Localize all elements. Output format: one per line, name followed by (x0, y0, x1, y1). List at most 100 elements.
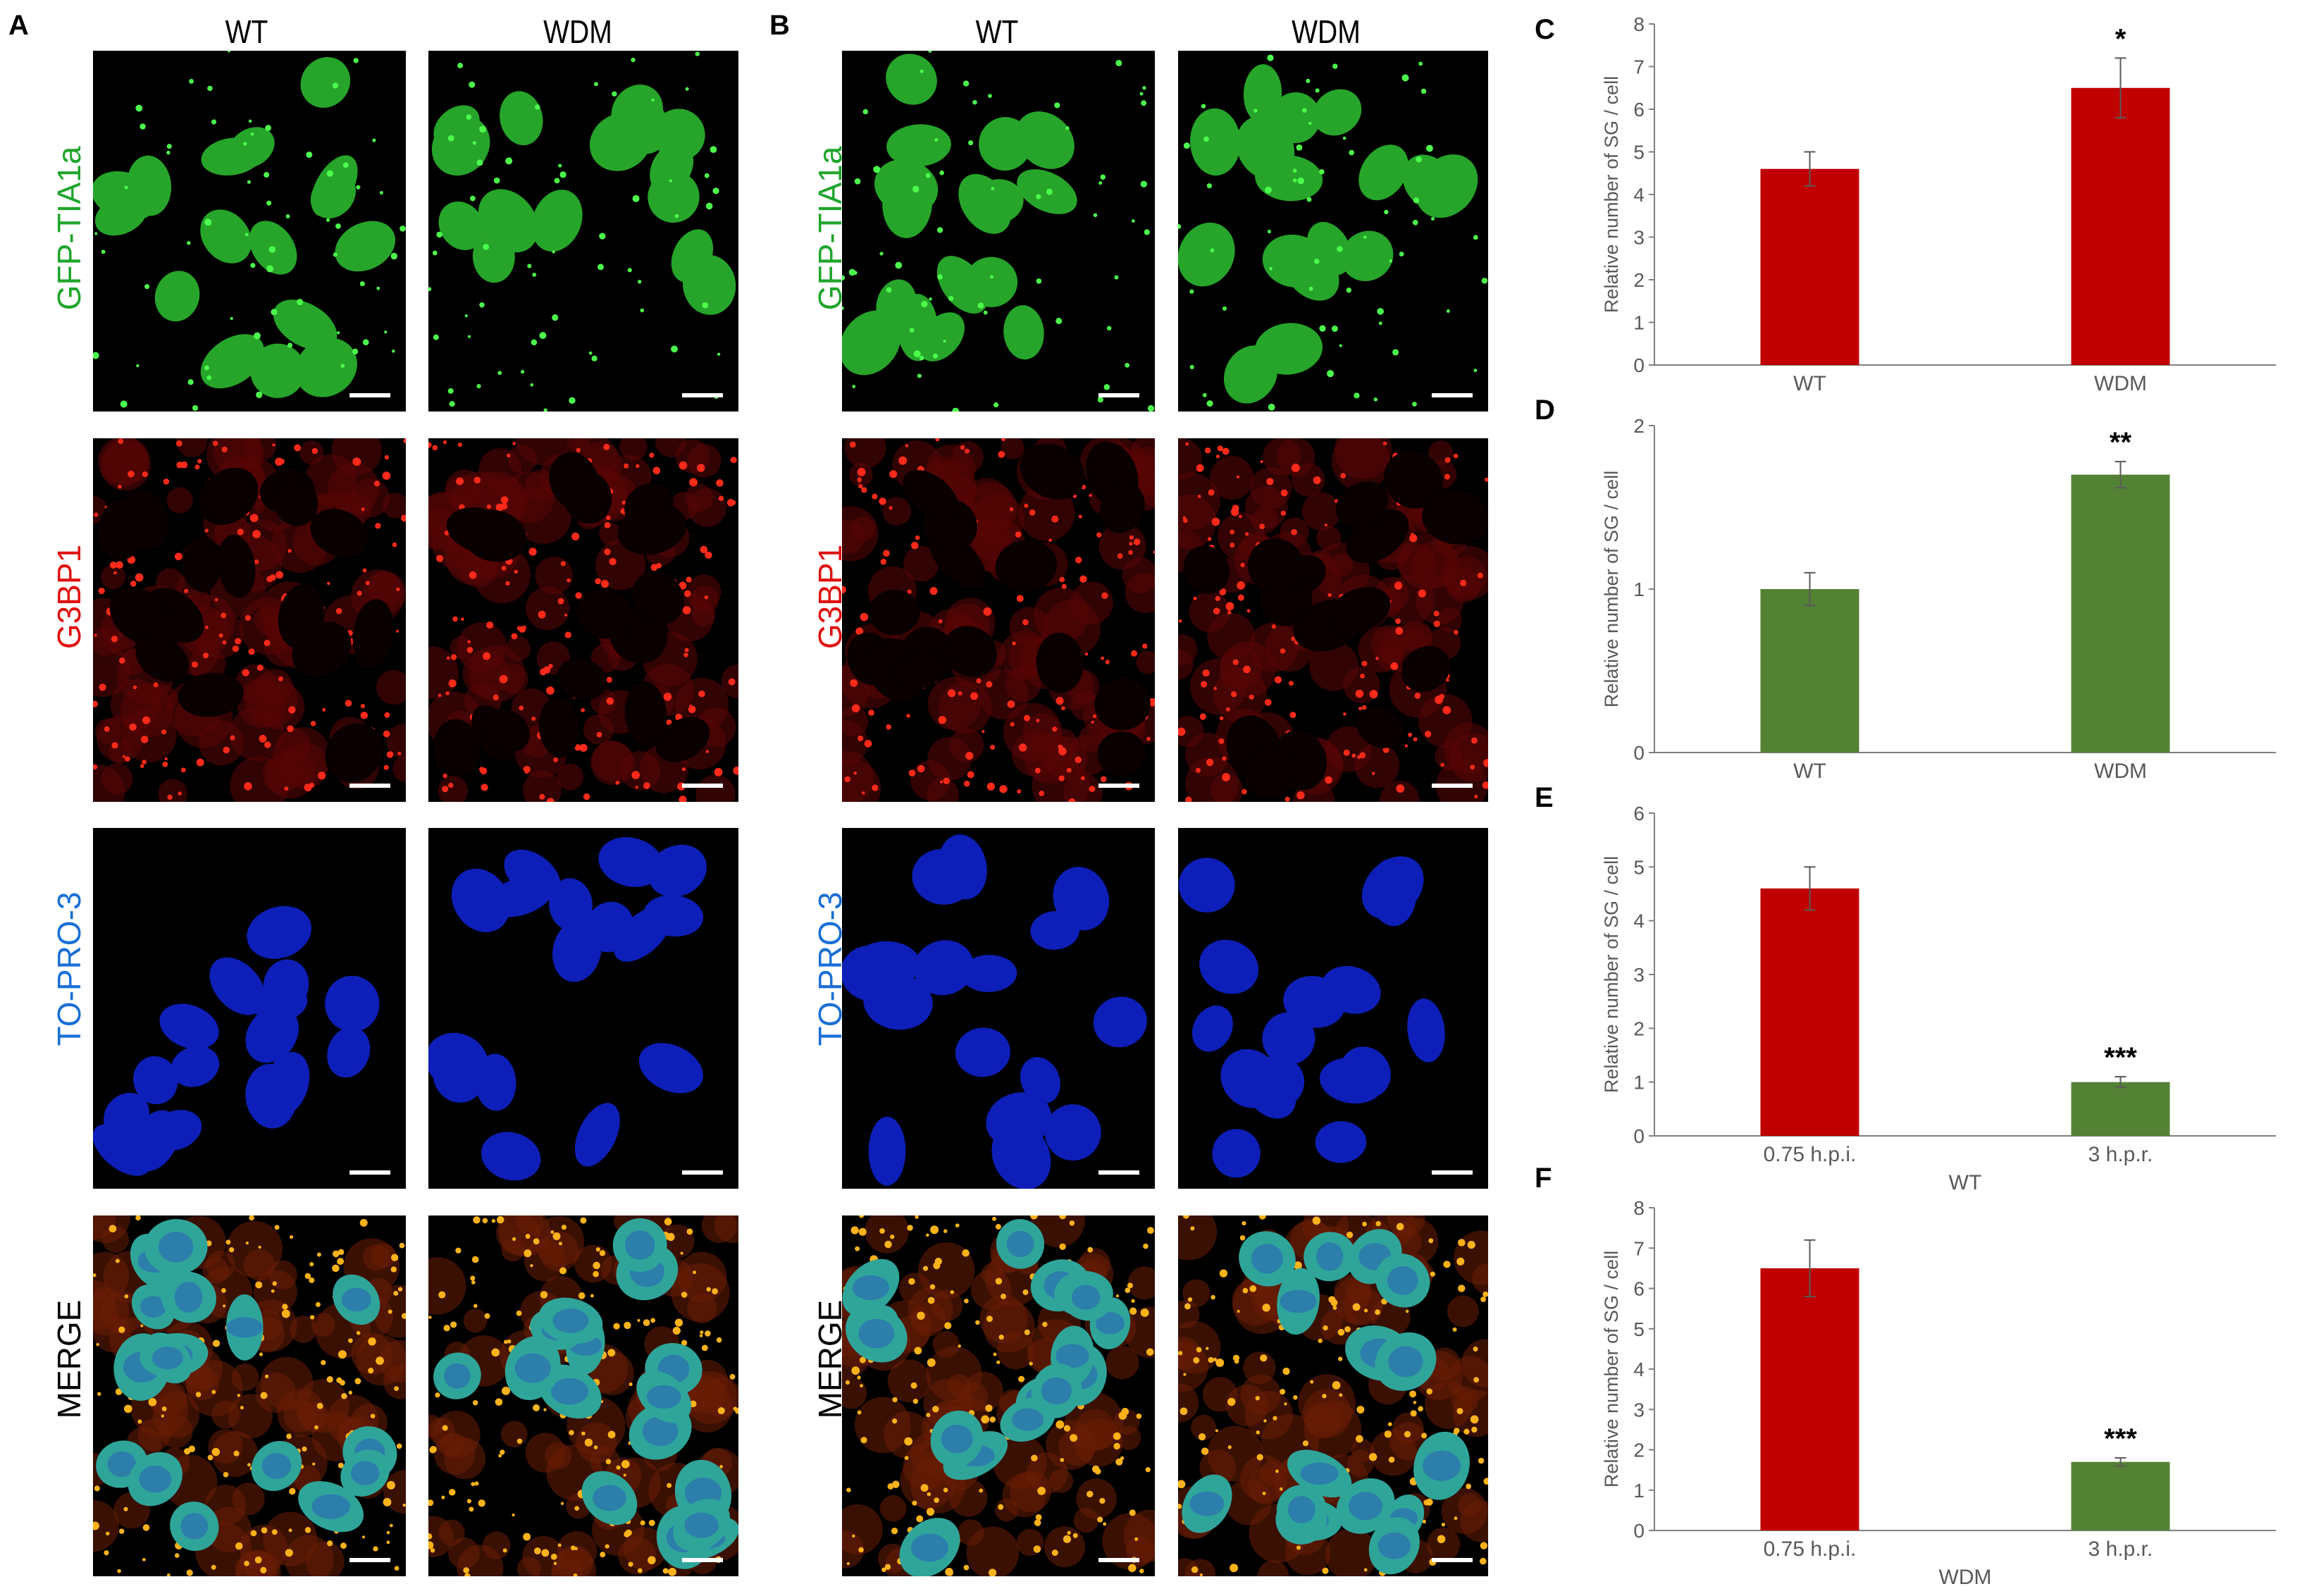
scale-bar (1098, 1170, 1139, 1175)
micrograph-green-b-wt (842, 51, 1155, 412)
y-axis-label: Relative number of SG / cell (1601, 856, 1622, 1093)
chart-svg: 0 1 2 3 4 5 6 Relative number of SG / cell 0.75 … (1601, 803, 2276, 1194)
micrograph-merge-a-wdm (428, 1215, 738, 1576)
y-tick-label: 5 (1633, 142, 1645, 163)
micrograph-red-b-wdm (1178, 438, 1488, 802)
chart-f: 0 1 2 3 4 5 6 7 8 Relative number of SG / cell 0.7… (1578, 1197, 2283, 1592)
y-tick-label: 0 (1633, 354, 1645, 376)
micrograph-blue-b-wdm (1178, 828, 1488, 1189)
y-tick-label: 1 (1633, 579, 1645, 600)
x-axis-label: WT (1949, 1171, 1982, 1194)
scale-bar (682, 1170, 723, 1175)
significance-marker: *** (2104, 1042, 2137, 1073)
y-tick-label: 7 (1633, 1237, 1645, 1259)
column-header-wt-a: WT (225, 13, 268, 50)
y-tick-label: 1 (1633, 312, 1645, 334)
y-tick-label: 1 (1633, 1480, 1645, 1502)
scale-bar (1098, 1558, 1139, 1562)
row-label-merge-a: MERGE (51, 1299, 87, 1419)
x-tick-label: WDM (2094, 372, 2147, 395)
y-tick-label: 6 (1633, 1278, 1645, 1300)
micrograph-merge-a-wt (93, 1215, 406, 1576)
y-tick-label: 4 (1633, 184, 1645, 206)
micrograph-red-a-wdm (428, 438, 738, 802)
bar-3hpr (2071, 1082, 2170, 1136)
scale-bar (682, 393, 723, 397)
scale-bar (1432, 1558, 1473, 1562)
y-tick-label: 8 (1633, 1197, 1645, 1219)
y-tick-label: 3 (1633, 227, 1645, 249)
y-tick-label: 5 (1633, 1318, 1645, 1340)
y-tick-label: 6 (1633, 803, 1645, 824)
bar-wt (1760, 589, 1859, 753)
micrograph-blue-a-wt (93, 828, 406, 1189)
x-tick-label: 3 h.p.r. (2088, 1538, 2153, 1561)
bar-wt (1760, 168, 1859, 365)
significance-marker: *** (2104, 1423, 2137, 1454)
panel-letter-f: F (1535, 1163, 1552, 1194)
column-header-wdm-a: WDM (543, 13, 612, 50)
panel-letter-d: D (1535, 395, 1555, 426)
x-tick-label: WDM (2094, 760, 2147, 783)
micrograph-blue-b-wt (842, 828, 1155, 1189)
micrograph-red-b-wt (842, 438, 1155, 802)
y-tick-label: 6 (1633, 99, 1645, 120)
scale-bar (349, 1170, 390, 1175)
panel-letter-b: B (769, 10, 790, 41)
scale-bar (349, 784, 390, 788)
scale-bar (682, 784, 723, 788)
scale-bar (1098, 784, 1139, 788)
x-axis-label: WDM (1939, 1566, 1992, 1589)
y-tick-label: 2 (1633, 1440, 1645, 1461)
row-label-topro-a: TO-PRO-3 (51, 891, 87, 1046)
x-tick-label: 0.75 h.p.i. (1764, 1143, 1857, 1166)
bar-wdm (2071, 474, 2170, 753)
y-tick-label: 0 (1633, 1520, 1645, 1542)
panel-letter-a: A (8, 10, 29, 41)
row-label-gfp-a: GFP-TIA1a (51, 146, 87, 311)
chart-c: 0 1 2 3 4 5 6 7 8 Relative number of SG / cell WT *… (1578, 13, 2283, 409)
y-tick-label: 2 (1633, 1017, 1645, 1039)
y-tick-label: 5 (1633, 856, 1645, 878)
micrograph-merge-b-wt (842, 1215, 1155, 1576)
column-header-wt-b: WT (975, 13, 1019, 50)
panel-letter-c: C (1535, 14, 1555, 45)
micrograph-blue-a-wdm (428, 828, 738, 1189)
scale-bar (349, 393, 390, 397)
y-tick-label: 0 (1633, 742, 1645, 764)
chart-svg: 0 1 2 3 4 5 6 7 8 Relative number of SG / cell WT *… (1601, 13, 2276, 395)
micrograph-green-b-wdm (1178, 51, 1488, 412)
bar-075hpi (1760, 1268, 1859, 1530)
column-header-wdm-b: WDM (1292, 13, 1361, 50)
y-tick-label: 2 (1633, 269, 1645, 291)
scale-bar (1432, 784, 1473, 788)
scale-bar (682, 1558, 723, 1562)
x-tick-label: 3 h.p.r. (2088, 1143, 2153, 1166)
y-axis-label: Relative number of SG / cell (1601, 76, 1622, 313)
y-tick-label: 3 (1633, 1399, 1645, 1421)
bar-075hpi (1760, 888, 1859, 1136)
micrograph-green-a-wdm (428, 51, 738, 412)
panel-letter-e: E (1535, 782, 1554, 813)
bar-wdm (2071, 87, 2170, 365)
y-axis-label: Relative number of SG / cell (1601, 1251, 1622, 1487)
y-tick-label: 0 (1633, 1125, 1645, 1147)
chart-svg: 0 1 2 3 4 5 6 7 8 Relative number of SG / cell 0.7… (1601, 1197, 2276, 1589)
micrograph-red-a-wt (93, 438, 406, 802)
significance-marker: ** (2110, 427, 2132, 458)
x-tick-label: 0.75 h.p.i. (1764, 1538, 1857, 1561)
micrograph-merge-b-wdm (1178, 1215, 1488, 1576)
x-tick-label: WT (1793, 372, 1826, 395)
chart-svg: 0 1 2 Relative number of SG / cell WT ** WDM (1601, 415, 2276, 783)
micrograph-green-a-wt (93, 51, 406, 412)
chart-e: 0 1 2 3 4 5 6 Relative number of SG / cell 0.75 … (1578, 803, 2283, 1198)
scale-bar (1432, 393, 1473, 397)
y-tick-label: 4 (1633, 1359, 1645, 1380)
y-tick-label: 1 (1633, 1072, 1645, 1094)
scale-bar (1432, 1170, 1473, 1175)
x-tick-label: WT (1793, 760, 1826, 783)
y-tick-label: 4 (1633, 910, 1645, 932)
significance-marker: * (2115, 23, 2126, 54)
y-tick-label: 8 (1633, 13, 1645, 35)
y-tick-label: 7 (1633, 56, 1645, 78)
